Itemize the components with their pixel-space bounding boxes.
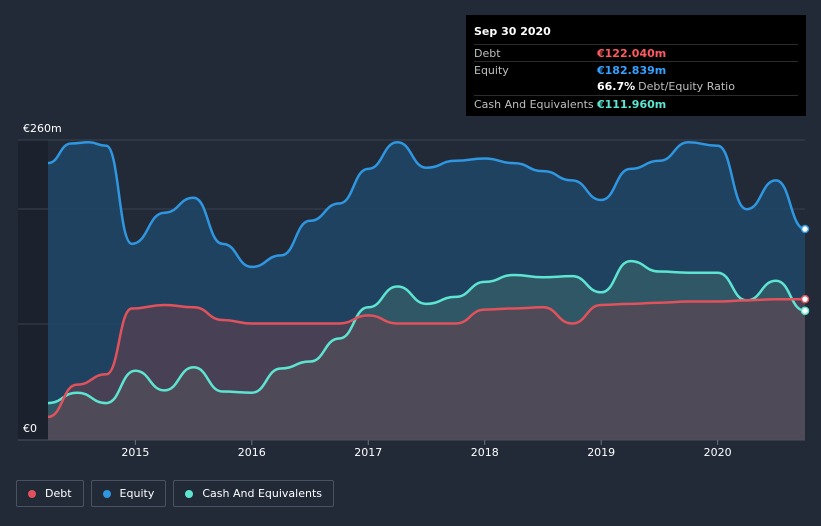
legend-item-cash[interactable]: Cash And Equivalents [173,480,334,507]
legend-label: Equity [119,487,155,500]
end-dot-debt [800,294,810,304]
tooltip-row-cash: Cash And Equivalents €111.960m [474,95,798,112]
legend-dot-debt [28,489,36,498]
tooltip-row-equity: Equity €182.839m [474,61,798,78]
tooltip-label: Debt [474,46,501,60]
tooltip-date: Sep 30 2020 [474,25,551,38]
x-tick-label: 2020 [704,446,732,459]
legend-item-debt[interactable]: Debt [16,480,84,507]
tooltip-value: €182.839m [597,63,667,77]
line-debt [47,297,806,419]
x-tick-label: 2016 [238,446,266,459]
area-debt [48,299,805,440]
legend-label: Cash And Equivalents [202,487,322,500]
tooltip-value: €122.040m [597,46,667,60]
tooltip-value: €111.960m [597,97,667,111]
tooltip-label: Equity [474,63,509,77]
end-dot-equity [800,224,810,234]
y-label-top: €260m [23,122,62,135]
end-dot-cash-and-equivalents [800,306,810,316]
legend: Debt Equity Cash And Equivalents [16,480,334,507]
legend-item-equity[interactable]: Equity [90,480,167,507]
series-areas [48,142,805,441]
y-label-bottom: €0 [23,422,37,435]
series-lines [47,141,806,419]
x-axis: 2015 2016 2017 2018 2019 2020 [18,439,805,459]
x-tick-label: 2018 [471,446,499,459]
x-tick-label: 2017 [354,446,382,459]
x-tick-label: 2019 [587,446,615,459]
tooltip-row-debt: Debt €122.040m [474,44,798,61]
tooltip-value: 66.7% [597,80,636,93]
legend-dot-equity [102,489,111,498]
line-equity [47,141,806,269]
tooltip-label: Cash And Equivalents [474,97,594,111]
series-end-dots [800,224,810,316]
tooltip-sub: Debt/Equity Ratio [638,80,735,93]
tooltip-panel: Sep 30 2020 Debt €122.040m Equity €182.8… [466,15,806,116]
line-cash-and-equivalents [47,259,806,405]
legend-dot-cash [185,489,194,498]
x-tick-label: 2015 [121,446,149,459]
legend-label: Debt [45,487,72,500]
tooltip-row-ratio: 66.7% Debt/Equity Ratio [474,78,798,95]
